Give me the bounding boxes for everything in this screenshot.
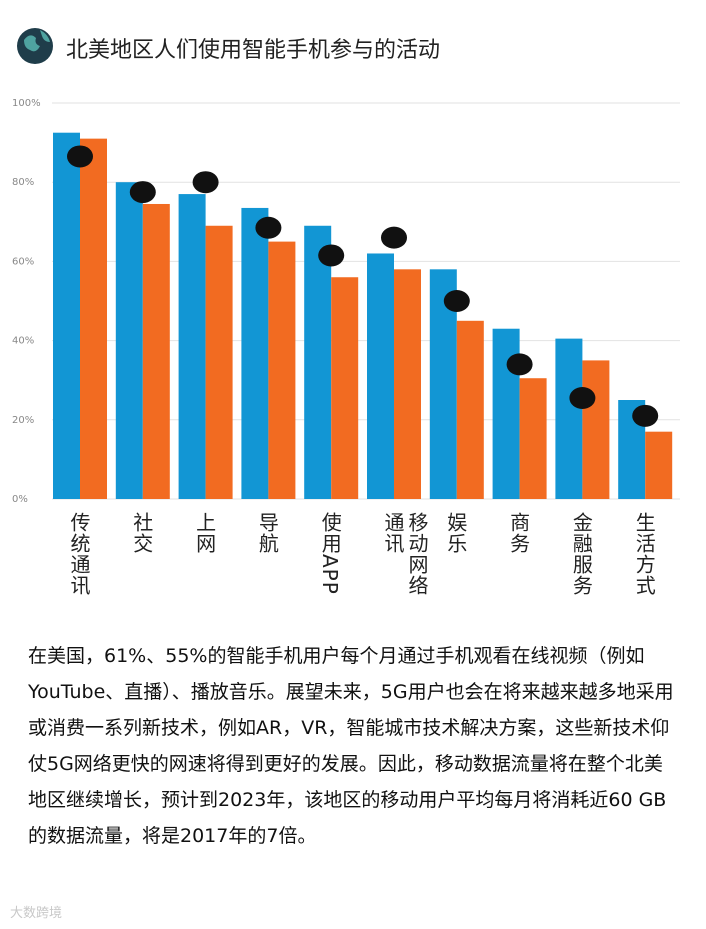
dot-marker	[632, 404, 659, 427]
x-tick-label: 使用APP	[318, 512, 343, 595]
bar	[367, 253, 394, 499]
dot-marker	[192, 171, 219, 194]
dot-marker	[569, 387, 596, 410]
bar	[178, 194, 206, 499]
y-tick-label: 100%	[12, 98, 41, 109]
x-tick-label: 导航	[255, 512, 280, 554]
x-tick-label: 移动网络通讯	[381, 512, 429, 596]
bar	[456, 320, 484, 499]
dot-marker	[255, 216, 282, 239]
x-tick-label: 生活方式	[632, 512, 657, 596]
bar	[80, 138, 107, 499]
bar	[555, 338, 583, 499]
x-tick-label: 传统通讯	[67, 512, 91, 596]
watermark: 大数跨境	[10, 906, 63, 921]
bar	[304, 225, 332, 499]
y-tick-label: 0%	[12, 494, 28, 505]
dot-marker	[381, 226, 407, 249]
globe-land	[24, 30, 50, 52]
dot-marker	[443, 290, 470, 312]
y-tick-label: 20%	[12, 415, 34, 426]
x-tick-label: 商务	[506, 512, 531, 554]
chart: 0% 20% 40% 60% 80% 100%	[12, 28, 680, 505]
x-tick-label: 金融服务	[569, 512, 594, 596]
bar	[268, 241, 296, 499]
chart-title: 北美地区人们使用智能手机参与的活动	[66, 38, 441, 63]
bar	[241, 207, 269, 499]
y-tick-label: 80%	[12, 177, 34, 188]
bar	[142, 203, 170, 500]
dot-marker	[67, 145, 93, 168]
dot-marker	[506, 353, 533, 376]
bar	[645, 431, 673, 499]
dot-marker	[129, 181, 156, 204]
bar	[205, 225, 233, 499]
x-tick-label: 娱乐	[443, 512, 468, 554]
bar	[53, 132, 80, 499]
x-tick-label: 上网	[192, 512, 217, 554]
bar	[394, 269, 421, 499]
bar	[331, 277, 359, 499]
dot-marker	[318, 244, 345, 267]
y-tick-label: 40%	[12, 336, 34, 347]
bar	[582, 360, 610, 499]
bar	[519, 378, 547, 499]
x-tick-label: 社交	[129, 512, 154, 554]
y-tick-label: 60%	[12, 256, 34, 267]
paragraph: 在美国，61%、55%的智能手机用户每个月通过手机观看在线视频（例如YouTub…	[28, 645, 674, 847]
bar	[115, 182, 143, 499]
